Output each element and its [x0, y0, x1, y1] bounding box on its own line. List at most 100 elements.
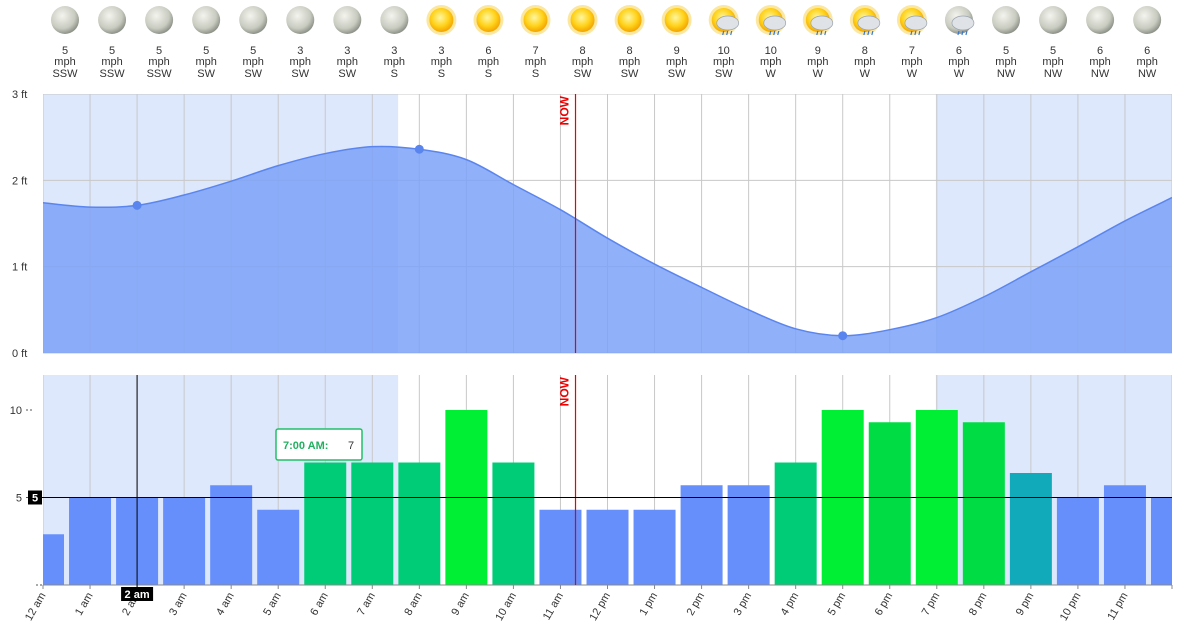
- wind-direction: W: [860, 68, 871, 80]
- x-tick-label: 7 am: [355, 591, 378, 618]
- wind-speed: 3: [438, 45, 444, 57]
- wind-speed: 6: [1144, 45, 1150, 57]
- wind-direction: NW: [997, 68, 1016, 80]
- wind-speed: 8: [862, 45, 868, 57]
- cloud-icon: [951, 15, 975, 31]
- rain-drop: [777, 30, 780, 36]
- wind-direction: NW: [1091, 68, 1110, 80]
- now-label: NOW: [558, 95, 572, 125]
- rain-drop: [910, 30, 913, 36]
- wind-speed: 7: [909, 45, 915, 57]
- bar: [1103, 485, 1146, 585]
- rain-drop: [824, 30, 827, 36]
- cloud-icon: [857, 15, 881, 31]
- bar: [351, 462, 394, 585]
- crosshair-y-box: [28, 490, 42, 505]
- wind-unit: mph: [572, 56, 593, 68]
- wind-speed: 5: [250, 45, 256, 57]
- x-tick-label: 6 pm: [873, 591, 896, 618]
- wind-unit: mph: [713, 56, 734, 68]
- wind-unit: mph: [995, 56, 1016, 68]
- tooltip-label: 7:00 AM:: [283, 440, 328, 452]
- y-tick-label: 0 ft: [12, 348, 27, 360]
- bar: [210, 485, 253, 585]
- wind-speed: 5: [1050, 45, 1056, 57]
- wind-speed: 3: [344, 45, 350, 57]
- moon-icon: [239, 6, 268, 34]
- wind-unit: mph: [101, 56, 122, 68]
- wind-direction: SW: [197, 68, 215, 80]
- y-tick-label: 10: [10, 405, 22, 417]
- moon-icon: [286, 6, 315, 34]
- moon-icon: [145, 6, 174, 34]
- tide-extreme-marker: [132, 200, 142, 210]
- bar: [1056, 497, 1099, 585]
- y-tick-label: 2 ft: [12, 175, 27, 187]
- x-tick-label: 2 pm: [685, 591, 708, 618]
- wind-speed: 5: [62, 45, 68, 57]
- tide-area: [43, 146, 1172, 353]
- wind-direction: W: [954, 68, 965, 80]
- wind-direction: SW: [244, 68, 262, 80]
- moon-icon: [1133, 6, 1162, 34]
- wind-speed: 7: [532, 45, 538, 57]
- wind-direction: NW: [1138, 68, 1157, 80]
- sun-core: [429, 8, 454, 32]
- bar: [633, 509, 676, 585]
- wind-unit: mph: [1089, 56, 1110, 68]
- wind-unit: mph: [337, 56, 358, 68]
- rain-drop: [867, 30, 870, 36]
- bar: [727, 485, 770, 585]
- rain-drop: [726, 30, 729, 36]
- tooltip-box: [275, 428, 363, 461]
- tooltip: 7:00 AM: 7: [275, 428, 363, 461]
- wind-unit: mph: [431, 56, 452, 68]
- wind-speed: 8: [579, 45, 585, 57]
- wind-speed: 9: [815, 45, 821, 57]
- x-tick-label: 3 am: [167, 591, 190, 618]
- wind-direction: S: [438, 68, 445, 80]
- x-tick-label: 1 am: [73, 591, 96, 618]
- rain-drop: [816, 30, 819, 36]
- rain-drop: [914, 30, 917, 36]
- rain-drop: [773, 30, 776, 36]
- wind-unit: mph: [666, 56, 687, 68]
- wind-speed: 5: [1003, 45, 1009, 57]
- wind-unit: mph: [1136, 56, 1157, 68]
- wind-direction: NW: [1044, 68, 1063, 80]
- sun-core: [476, 8, 501, 32]
- crosshair-y-label: 5: [32, 493, 38, 505]
- wind-unit: mph: [478, 56, 499, 68]
- x-tick-label: 11 pm: [1105, 591, 1130, 623]
- wind-direction: S: [532, 68, 539, 80]
- wind-unit: mph: [290, 56, 311, 68]
- moon-icon: [380, 6, 409, 34]
- bar: [868, 422, 911, 585]
- wind-speed: 6: [485, 45, 491, 57]
- bar: [163, 497, 206, 585]
- bar: [69, 497, 112, 585]
- wind-speed: 5: [109, 45, 115, 57]
- bar: [43, 534, 64, 585]
- bar: [539, 509, 582, 585]
- wind-speed: 3: [297, 45, 303, 57]
- cloud-icon: [716, 15, 740, 31]
- cloud-icon: [904, 15, 928, 31]
- x-tick-label: 4 am: [214, 591, 237, 618]
- x-tick-label: 9 am: [449, 591, 472, 618]
- rain-drop: [871, 30, 874, 36]
- wind-direction: SSW: [147, 68, 173, 80]
- rain-drop: [769, 30, 772, 36]
- wind-unit: mph: [901, 56, 922, 68]
